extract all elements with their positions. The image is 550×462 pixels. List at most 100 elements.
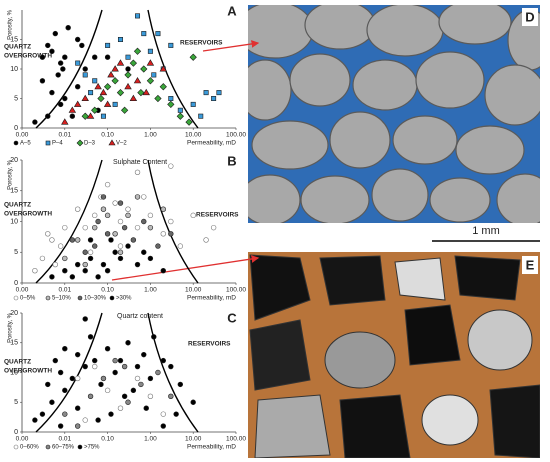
panel-label: D (525, 9, 534, 24)
point (198, 113, 204, 119)
annotation: QUARTZ (4, 44, 31, 51)
point (112, 101, 118, 107)
point (159, 83, 167, 91)
point (134, 194, 141, 200)
arrow (111, 255, 260, 281)
point (117, 200, 124, 206)
point (49, 237, 55, 243)
point (141, 31, 147, 37)
legend-marker (109, 295, 115, 301)
y-axis-label: Porosity, % (8, 9, 14, 40)
point (92, 224, 98, 231)
point (62, 387, 68, 394)
point (69, 274, 76, 280)
annotation: QUARTZ (4, 359, 31, 366)
panel-label: E (526, 257, 535, 272)
y-tick-label: 5 (14, 95, 18, 102)
x-axis-label: Permeability, mD (187, 140, 236, 147)
point (87, 334, 94, 340)
point (160, 411, 166, 417)
point (125, 54, 131, 60)
point (112, 249, 118, 255)
point (32, 417, 38, 423)
point (45, 381, 51, 388)
point (117, 249, 124, 255)
point (190, 101, 196, 107)
point (100, 194, 107, 200)
x-tick-label: 10.00 (185, 287, 202, 294)
point (62, 255, 68, 262)
point (211, 96, 217, 102)
point (112, 200, 118, 206)
panel-label: C (227, 310, 237, 325)
point (138, 381, 144, 388)
point (57, 60, 64, 66)
annotation: QUARTZ (4, 202, 31, 209)
point (190, 212, 196, 219)
point (92, 357, 98, 364)
point (125, 206, 131, 212)
legend-marker (13, 295, 19, 301)
point (81, 94, 89, 101)
point (100, 261, 107, 268)
point (82, 66, 88, 72)
y-tick-label: 10 (10, 218, 18, 225)
point (45, 42, 51, 49)
legend-label: 60–75% (52, 445, 75, 451)
point (185, 118, 193, 126)
point (133, 47, 142, 55)
point (112, 231, 118, 237)
point (124, 71, 132, 79)
point (121, 363, 128, 370)
y-tick-label: 10 (10, 369, 18, 376)
point (103, 83, 112, 91)
point (147, 393, 154, 399)
x-tick-label: 1.00 (144, 287, 157, 294)
point (116, 59, 125, 66)
point (111, 65, 119, 72)
point (98, 381, 104, 388)
point (104, 54, 111, 60)
point (112, 357, 118, 364)
scale-bar-label: 1 mm (472, 225, 500, 237)
point (177, 107, 183, 113)
point (155, 369, 161, 376)
legend-label: >75% (84, 445, 100, 451)
point (134, 375, 141, 382)
boundary-curve (147, 159, 199, 284)
point (134, 363, 141, 370)
point (74, 83, 81, 90)
point (177, 381, 184, 388)
legend-label: A–5 (20, 141, 31, 147)
point (141, 351, 147, 358)
point (134, 169, 141, 176)
point (100, 375, 107, 382)
point (130, 237, 137, 243)
point (82, 224, 88, 231)
point (216, 90, 222, 96)
point (74, 375, 81, 382)
point (68, 106, 77, 113)
point (147, 224, 154, 231)
point (160, 423, 166, 429)
point (82, 417, 88, 423)
point (82, 363, 88, 370)
point (168, 96, 174, 102)
point (154, 94, 162, 103)
point (121, 393, 128, 399)
y-tick-label: 20 (10, 157, 18, 164)
point (203, 90, 209, 96)
point (49, 399, 55, 405)
point (55, 72, 61, 78)
point (39, 255, 46, 262)
point (160, 357, 166, 364)
point (88, 90, 94, 96)
legend-marker (13, 444, 19, 450)
y-tick-label: 5 (14, 249, 18, 256)
point (142, 88, 150, 96)
legend-label: P–4 (52, 141, 63, 147)
point (107, 71, 115, 78)
point (125, 243, 131, 249)
point (140, 65, 148, 73)
